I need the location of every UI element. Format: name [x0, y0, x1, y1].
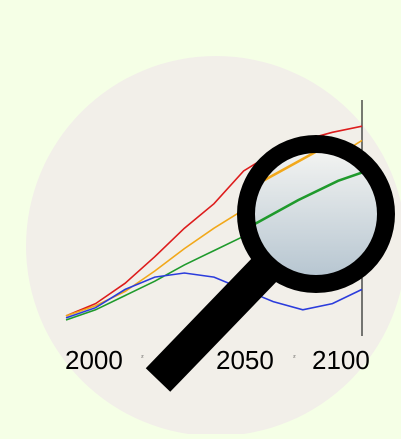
magnified-series-line-2	[254, 165, 378, 276]
lens-glass	[254, 152, 378, 276]
x-tick-label-2050: 2050	[216, 345, 274, 375]
x-tick-label-2100: 2100	[312, 345, 370, 375]
magnified-series-group	[254, 152, 378, 276]
x-tick-label-2000: 2000	[65, 345, 123, 375]
series-line-3	[65, 272, 363, 319]
minor-tick-mark: ₂	[293, 352, 296, 359]
magnified-series-line-1	[254, 152, 378, 276]
magnifier-rim	[237, 135, 395, 293]
magnifier-handle	[145, 252, 283, 392]
minor-tick-mark: ₂	[141, 352, 144, 359]
